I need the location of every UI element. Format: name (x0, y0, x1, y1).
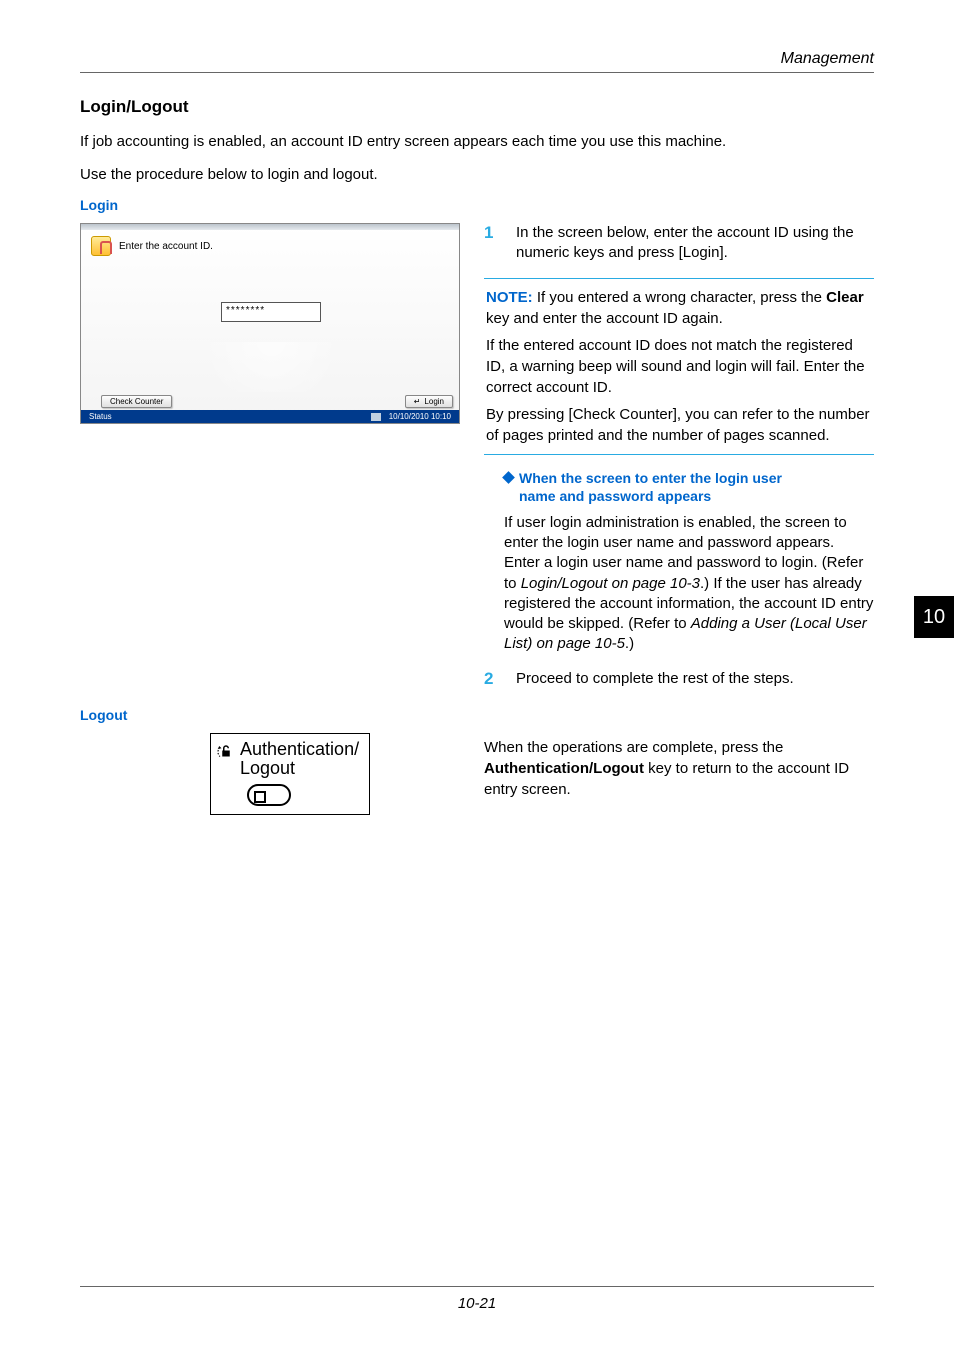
step-number-1: 1 (484, 223, 498, 264)
logout-paragraph: When the operations are complete, press … (484, 737, 874, 800)
logout-text-1: When the operations are complete, press … (484, 739, 783, 756)
sub-body-3: .) (625, 635, 634, 652)
panel-title: Enter the account ID. (119, 241, 213, 252)
note-line3: By pressing [Check Counter], you can ref… (486, 404, 872, 446)
note-label: NOTE: (486, 289, 533, 306)
intro-paragraph-2: Use the procedure below to login and log… (80, 164, 874, 185)
diamond-icon (502, 471, 515, 484)
indicator-icon (247, 784, 291, 806)
page-header: Management (80, 50, 874, 73)
check-counter-button[interactable]: Check Counter (101, 395, 172, 408)
lock-icon (91, 236, 111, 256)
step-2-text: Proceed to complete the rest of the step… (516, 669, 794, 689)
subheading-line-b: name and password appears (519, 487, 711, 505)
sub-body: If user login administration is enabled,… (504, 513, 874, 655)
login-button[interactable]: Login (405, 395, 453, 408)
status-timestamp: 10/10/2010 10:10 (389, 412, 451, 421)
logout-box-line1: Authentication/ (240, 740, 359, 759)
note-line2: If the entered account ID does not match… (486, 335, 872, 398)
machine-icon (371, 413, 381, 421)
status-label: Status (89, 412, 112, 421)
clear-key-label: Clear (826, 289, 864, 306)
login-panel: Enter the account ID. ******** Check Cou… (80, 223, 460, 424)
step-1-text: In the screen below, enter the account I… (516, 223, 874, 264)
account-id-input[interactable]: ******** (221, 302, 321, 322)
section-title: Login/Logout (80, 97, 874, 117)
sub-ref-1: Login/Logout on page 10-3 (521, 575, 700, 592)
logout-key-name: Authentication/Logout (484, 760, 644, 777)
logout-heading: Logout (80, 707, 874, 723)
step-number-2: 2 (484, 669, 498, 689)
lock-cycle-icon (217, 742, 235, 762)
login-heading: Login (80, 197, 874, 213)
note-line1b: key and enter the account ID again. (486, 310, 723, 327)
note-line1a: If you entered a wrong character, press … (533, 289, 827, 306)
page-footer: 10-21 (80, 1286, 874, 1312)
subheading-line-a: When the screen to enter the login user (519, 470, 782, 486)
chapter-tab: 10 (914, 596, 954, 638)
intro-paragraph-1: If job accounting is enabled, an account… (80, 131, 874, 152)
logout-box-line2: Logout (240, 759, 359, 778)
note-block: NOTE: If you entered a wrong character, … (484, 278, 874, 455)
authentication-logout-key: Authentication/ Logout (210, 733, 370, 815)
